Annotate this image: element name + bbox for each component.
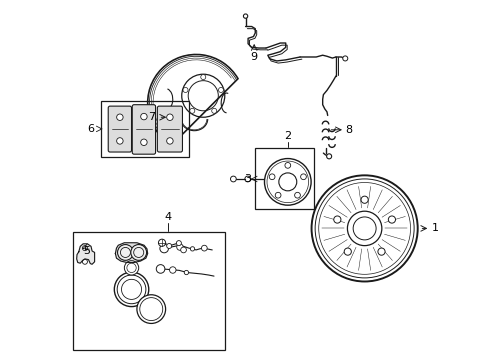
FancyBboxPatch shape [157,106,182,152]
Bar [73,232,225,350]
Circle shape [131,244,146,260]
Circle shape [166,243,171,248]
Circle shape [230,176,236,182]
Polygon shape [77,244,94,264]
Circle shape [180,247,186,253]
Circle shape [169,267,176,273]
Circle shape [141,113,147,120]
Circle shape [269,174,274,180]
Circle shape [114,272,148,307]
Text: 6: 6 [87,124,94,134]
Circle shape [141,139,147,145]
Text: 5: 5 [83,246,90,256]
Circle shape [117,138,123,144]
Circle shape [294,192,300,198]
FancyBboxPatch shape [132,105,155,154]
Text: 2: 2 [284,131,291,141]
Circle shape [124,261,139,275]
Text: 3: 3 [244,174,251,184]
Circle shape [377,248,384,255]
Circle shape [243,14,247,18]
Circle shape [300,174,306,180]
Circle shape [189,108,194,113]
Circle shape [360,196,367,203]
Circle shape [176,244,183,250]
Polygon shape [115,243,147,262]
Circle shape [201,245,207,251]
Text: 7: 7 [147,112,155,122]
Circle shape [82,246,87,251]
Circle shape [160,244,168,253]
Circle shape [166,138,173,144]
Circle shape [82,259,87,264]
Circle shape [344,248,351,255]
Circle shape [156,265,164,273]
Circle shape [166,114,173,121]
Circle shape [190,247,194,251]
Circle shape [158,239,165,246]
Circle shape [326,154,331,159]
Text: 9: 9 [250,51,257,62]
Circle shape [275,192,281,198]
Text: 4: 4 [163,212,171,222]
Text: 1: 1 [430,224,437,233]
Bar [101,101,188,157]
Circle shape [342,56,347,61]
Circle shape [137,295,165,323]
Circle shape [176,240,181,246]
Circle shape [184,270,188,275]
Circle shape [201,75,205,80]
Circle shape [117,114,123,121]
FancyBboxPatch shape [108,106,131,152]
Circle shape [387,216,395,223]
Circle shape [244,176,250,182]
Text: 8: 8 [345,125,352,135]
Circle shape [218,87,223,93]
Circle shape [333,216,340,223]
Circle shape [285,162,290,168]
Bar [255,148,314,209]
Circle shape [211,108,216,113]
Circle shape [117,244,133,260]
Circle shape [183,87,188,93]
